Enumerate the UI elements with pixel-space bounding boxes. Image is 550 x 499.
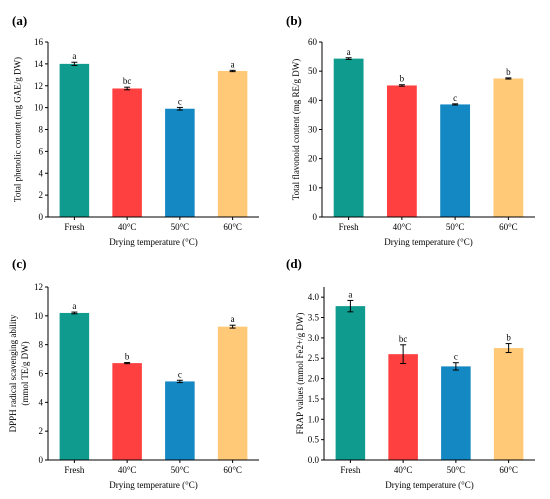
panel-letter: (a) — [12, 13, 27, 28]
x-tick-label: 50°C — [171, 465, 190, 475]
bar — [165, 108, 195, 217]
x-tick-label: 60°C — [223, 222, 242, 232]
significance-label: bc — [123, 76, 132, 86]
x-tick-label: 60°C — [223, 465, 242, 475]
bar — [493, 78, 524, 217]
x-tick-label: 50°C — [447, 465, 466, 475]
y-tick-label: 2 — [39, 426, 44, 436]
y-tick-label: 1.0 — [308, 414, 320, 424]
y-tick-label: 3.5 — [308, 313, 320, 323]
bar — [440, 104, 471, 217]
y-tick-label: 6 — [39, 369, 44, 379]
significance-label: c — [178, 369, 182, 379]
significance-label: a — [72, 51, 76, 61]
significance-label: b — [506, 333, 511, 343]
x-tick-label: Fresh — [339, 222, 359, 232]
bar — [165, 381, 195, 460]
y-tick-label: 0 — [39, 455, 44, 465]
bar — [59, 312, 90, 460]
bar — [59, 63, 90, 217]
significance-label: c — [454, 352, 458, 362]
y-axis-title: Total phenolic content (mg GAE/g DW) — [13, 57, 23, 202]
y-tick-label: 0 — [39, 212, 44, 222]
y-axis-title: FRAP values (mmol Fe2+/g DW) — [295, 313, 305, 435]
significance-label: a — [72, 301, 76, 311]
y-tick-label: 4 — [39, 397, 44, 407]
x-tick-label: Fresh — [64, 222, 84, 232]
y-tick-label: 60 — [308, 37, 318, 47]
significance-label: a — [231, 59, 235, 69]
bar — [112, 363, 142, 460]
x-tick-label: 40°C — [118, 465, 137, 475]
y-tick-label: 10 — [34, 311, 44, 321]
significance-label: b — [506, 67, 511, 77]
y-tick-label: 4 — [39, 168, 44, 178]
y-tick-label: 20 — [308, 154, 318, 164]
y-tick-label: 3.0 — [308, 333, 320, 343]
significance-label: c — [453, 93, 457, 103]
bar — [441, 366, 471, 460]
y-tick-label: 12 — [34, 81, 43, 91]
y-tick-label: 2 — [39, 190, 44, 200]
bar — [217, 70, 248, 217]
x-tick-label: 40°C — [394, 465, 413, 475]
x-tick-label: 40°C — [118, 222, 137, 232]
x-axis-title: Drying temperature (°C) — [109, 237, 198, 247]
significance-label: b — [125, 352, 130, 362]
y-tick-label: 0.5 — [308, 435, 320, 445]
y-tick-label: 2.5 — [308, 353, 320, 363]
bar — [217, 326, 248, 460]
x-tick-label: 50°C — [171, 222, 190, 232]
y-tick-label: 0.0 — [308, 455, 320, 465]
y-tick-label: 1.5 — [308, 394, 320, 404]
significance-label: b — [400, 74, 405, 84]
significance-label: a — [348, 289, 352, 299]
panel-letter: (c) — [12, 256, 26, 271]
significance-label: a — [347, 47, 351, 57]
bar — [333, 58, 364, 217]
y-axis-title: Total flavonoid content (mg RE/g DW) — [291, 59, 301, 201]
bar — [112, 88, 142, 217]
x-axis-title: Drying temperature (°C) — [385, 480, 474, 490]
y-tick-label: 10 — [308, 183, 318, 193]
significance-label: c — [178, 96, 182, 106]
x-axis-title: Drying temperature (°C) — [384, 237, 473, 247]
x-tick-label: 60°C — [499, 222, 518, 232]
y-tick-label: 8 — [39, 340, 44, 350]
significance-label: bc — [399, 334, 408, 344]
y-axis-title: (mmol TE/g DW) — [20, 341, 30, 405]
y-tick-label: 50 — [308, 66, 318, 76]
y-tick-label: 0 — [313, 212, 318, 222]
y-tick-label: 12 — [34, 282, 43, 292]
y-tick-label: 2.0 — [308, 374, 320, 384]
x-axis-title: Drying temperature (°C) — [109, 480, 198, 490]
x-tick-label: 60°C — [499, 465, 518, 475]
x-tick-label: 40°C — [393, 222, 412, 232]
y-tick-label: 16 — [34, 37, 44, 47]
significance-label: a — [231, 314, 235, 324]
y-tick-label: 8 — [39, 125, 44, 135]
x-tick-label: 50°C — [446, 222, 465, 232]
y-tick-label: 4.0 — [308, 292, 320, 302]
y-tick-label: 10 — [34, 103, 44, 113]
panel-letter: (d) — [286, 256, 302, 271]
y-tick-label: 30 — [308, 125, 318, 135]
y-axis-title: DPPH radical scavenging ability — [8, 314, 18, 432]
y-tick-label: 6 — [39, 146, 44, 156]
y-tick-label: 14 — [34, 59, 44, 69]
bar — [386, 85, 417, 217]
bar — [335, 306, 366, 460]
bar — [493, 348, 524, 460]
y-tick-label: 40 — [308, 95, 318, 105]
bar — [388, 354, 418, 460]
panel-letter: (b) — [286, 13, 302, 28]
x-tick-label: Fresh — [340, 465, 360, 475]
x-tick-label: Fresh — [64, 465, 84, 475]
